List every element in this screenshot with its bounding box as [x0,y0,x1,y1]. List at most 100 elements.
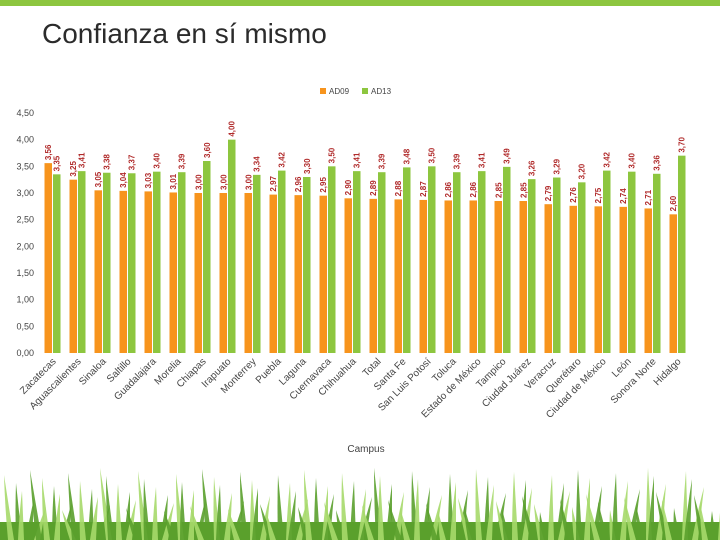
value-label-ad13: 3,39 [378,153,387,169]
grass-blade [304,470,312,540]
value-label-ad13: 3,50 [328,147,337,163]
bar-ad09 [119,190,127,353]
bar-ad13 [153,171,161,353]
grass-blade [314,478,320,540]
grass-blade [673,508,680,540]
bar-ad09 [269,194,277,353]
grass-blade [426,503,438,540]
bar-ad09 [394,199,402,353]
bar-ad13 [78,171,86,353]
grass-blade [620,481,628,540]
bar-ad09 [344,198,352,353]
grass-blade [42,478,50,540]
value-label-ad09: 3,25 [69,161,78,177]
top-accent-bar [0,0,720,6]
grass-blade [710,511,716,540]
grass-blade [116,484,122,540]
chart-bars [44,139,686,353]
value-label-ad09: 2,85 [519,182,528,198]
value-label-ad09: 2,96 [294,176,303,192]
value-label-ad09: 2,95 [319,177,328,193]
bar-ad13 [453,172,461,353]
bar-ad13 [578,182,586,353]
bar-ad09 [594,206,602,353]
bar-ad09 [169,192,177,353]
bar-ad13 [53,174,61,353]
x-tick-label: Sinaloa [77,356,109,388]
bar-ad13 [503,166,511,353]
grass-blade [522,496,536,540]
grass-blade [26,499,34,540]
bar-ad09 [69,179,77,353]
bar-ad09 [644,208,652,353]
value-label-ad13: 3,40 [628,153,637,169]
grass-blade [388,500,402,540]
value-label-ad13: 3,60 [203,142,212,158]
value-label-ad13: 3,38 [103,154,112,170]
bar-ad09 [419,199,427,353]
grass-blade [662,500,672,540]
grass-blade [106,476,114,540]
grass-blade [502,509,510,540]
grass-blade [464,506,474,540]
grass-blade [143,479,150,540]
value-label-ad13: 4,00 [228,121,237,137]
page-title: Confianza en sí mismo [42,18,327,49]
grass-blade [386,484,392,540]
grass-blade [362,505,374,540]
grass-blade [341,473,348,540]
bar-ad13 [303,177,311,353]
grass-blade [228,509,240,540]
value-label-ad09: 2,85 [494,182,503,198]
legend-label-ad09: AD09 [329,87,350,96]
y-tick-label: 2,50 [16,215,34,225]
bar-ad09 [569,205,577,353]
grass-blade [322,486,328,540]
bar-ad13 [478,171,486,353]
value-label-ad13: 3,39 [453,153,462,169]
grass-blade [700,503,708,540]
grass-blade [624,497,636,540]
bar-ad13 [203,161,211,353]
value-label-ad09: 2,79 [544,185,553,201]
value-label-ad13: 3,49 [503,148,512,164]
bar-ad13 [653,173,661,353]
grass-blade [422,487,430,540]
value-label-ad13: 3,29 [553,158,562,174]
bar-ad09 [244,193,252,353]
grass-blade [576,470,582,540]
grass-blade [190,506,204,540]
grass-blade [450,482,456,540]
bar-ad09 [444,200,452,353]
y-tick-label: 1,50 [16,268,34,278]
bar-ad09 [194,193,202,353]
grass-blade [684,479,692,540]
value-label-ad13: 3,41 [78,152,87,168]
value-label-ad13: 3,26 [528,160,537,176]
legend-swatch-ad09 [320,88,326,94]
value-label-ad13: 3,37 [128,154,137,170]
grass-blade [648,476,654,540]
bar-ad09 [669,214,677,353]
x-tick-label: Hidalgo [652,356,684,388]
grass-blade [560,499,572,540]
y-tick-label: 2,00 [16,241,34,251]
value-label-ad13: 3,36 [653,155,662,171]
value-label-ad09: 2,88 [394,180,403,196]
value-label-ad13: 3,39 [178,153,187,169]
bar-ad09 [544,204,552,353]
value-label-ad13: 3,34 [253,156,262,172]
value-label-ad09: 2,86 [469,181,478,197]
value-label-ad13: 3,35 [53,155,62,171]
y-tick-label: 0,00 [16,348,34,358]
grass-blade [202,469,212,540]
value-label-ad13: 3,50 [428,147,437,163]
grass-blade [350,481,356,540]
grass-blade [414,479,420,540]
value-label-ad09: 3,00 [194,174,203,190]
grass-blade [188,490,194,540]
bar-ad09 [294,195,302,353]
bar-ad09 [519,201,527,353]
chart-legend: AD09 AD13 [320,87,392,96]
value-label-ad13: 3,30 [303,158,312,174]
